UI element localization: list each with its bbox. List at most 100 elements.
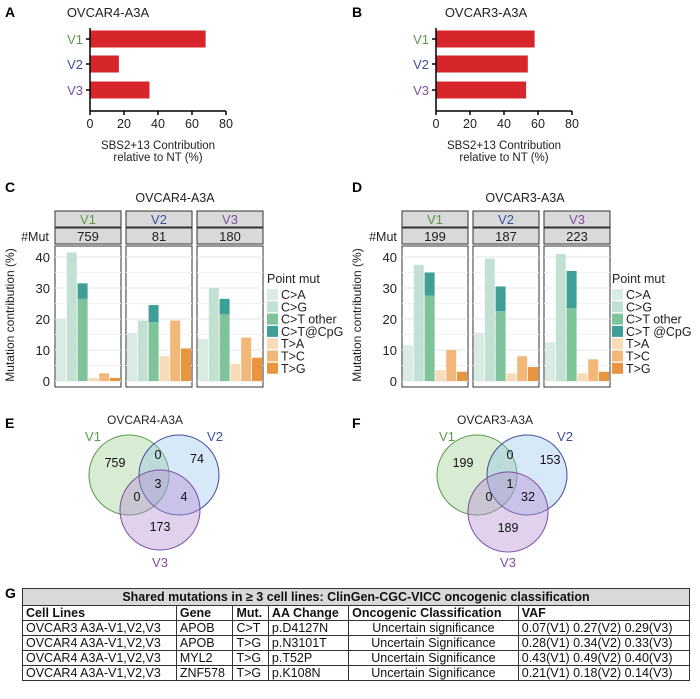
bar-t-g	[110, 377, 120, 381]
panel-label: F	[352, 415, 361, 431]
cell: T>G	[232, 635, 269, 651]
table-row: OVCAR4 A3A-V1,V2,V3 MYL2 T>G p.T52P Uncertai…	[22, 650, 691, 666]
mut-count: 223	[566, 229, 588, 244]
legend-swatch	[267, 362, 278, 374]
bar-c-a	[545, 342, 555, 381]
legend-swatch	[612, 289, 623, 300]
cell: C>T	[232, 620, 269, 636]
legend-label: C>T @CpG	[626, 325, 692, 339]
y-tick-label: 0	[43, 374, 50, 389]
venn-region-count: 153	[540, 453, 561, 467]
bar-c-t-cpg	[495, 286, 506, 312]
bar-t-a	[506, 373, 517, 381]
header-cell: Mut.	[232, 605, 269, 621]
venn-region-count: 74	[190, 452, 204, 466]
venn-region-count: 0	[155, 448, 162, 462]
venn-region-count: 3	[155, 477, 162, 491]
panel-label: D	[352, 179, 362, 195]
cell: OVCAR4 A3A-V1,V2,V3	[22, 635, 177, 651]
cell: 0.43(V1) 0.49(V2) 0.40(V3)	[517, 650, 691, 666]
legend-label: T>G	[281, 362, 306, 376]
bar-c-t-other	[148, 322, 159, 381]
table-caption: Shared mutations in ≥ 3 cell lines: Clin…	[22, 588, 690, 606]
x-tick-label: 80	[219, 117, 233, 131]
legend-swatch	[267, 350, 278, 362]
legend-label: T>G	[626, 362, 651, 376]
legend-title: Point mut	[612, 272, 665, 286]
cell: 0.21(V1) 0.18(V2) 0.14(V3)	[517, 665, 691, 681]
bar-v1	[436, 30, 535, 48]
bar-t-a	[435, 370, 446, 381]
y-tick-label: V1	[67, 32, 83, 47]
y-tick-label: V2	[413, 57, 429, 72]
mut-count-strip	[125, 227, 193, 245]
venn-region-count: 199	[453, 456, 474, 470]
bar-t-c	[517, 356, 528, 381]
panel-label: E	[5, 415, 14, 431]
panel-label: C	[5, 179, 15, 195]
venn-region-count: 1	[507, 477, 514, 491]
mut-count: 199	[424, 229, 446, 244]
bar-c-t-cpg	[424, 272, 435, 296]
venn-region-count: 4	[181, 490, 188, 504]
panel-label: B	[352, 4, 362, 20]
venn-circle-v3	[119, 469, 201, 551]
y-tick-label: V2	[67, 57, 83, 72]
bar-t-g	[599, 371, 609, 381]
bar-v1	[90, 30, 206, 48]
header-cell: Cell Lines	[22, 605, 177, 621]
cell: p.D4127N	[267, 620, 350, 636]
venn-circle-v2	[486, 434, 568, 516]
x-tick-label: 40	[151, 117, 165, 131]
venn-set-label: V1	[85, 429, 101, 444]
mut-count: 81	[152, 229, 166, 244]
bar-t-g	[457, 371, 467, 381]
facet-label: V2	[151, 212, 167, 227]
bar-v3	[436, 81, 527, 99]
header-cell: AA Change	[267, 605, 350, 621]
bar-t-g	[252, 357, 262, 381]
bar-c-a	[474, 332, 484, 381]
legend-title: Point mut	[267, 272, 320, 286]
facet-strip-v1	[401, 210, 469, 228]
legend-swatch	[267, 338, 278, 350]
facet-strip-v1	[54, 210, 122, 228]
legend-swatch	[267, 289, 278, 300]
count-label: #Mut	[21, 230, 49, 244]
venn-set-label: V3	[152, 555, 168, 570]
mut-count-strip	[543, 227, 611, 245]
bar-t-c	[446, 350, 457, 381]
cell: p.N3101T	[267, 635, 350, 651]
facet-label: V1	[80, 212, 96, 227]
bar-t-a	[159, 356, 170, 381]
facet-strip-v2	[125, 210, 193, 228]
x-tick-label: 40	[497, 117, 511, 131]
chart-title: OVCAR4-A3A	[107, 413, 183, 427]
legend-label: C>T other	[281, 313, 337, 327]
bar-c-g	[555, 253, 566, 381]
y-tick-label: 10	[36, 343, 50, 358]
y-tick-label: 0	[390, 374, 397, 389]
venn-set-label: V3	[500, 555, 516, 570]
bar-c-t-other	[219, 314, 230, 381]
x-tick-label: 0	[87, 117, 94, 131]
bar-c-g	[413, 264, 424, 381]
venn-region-count: 32	[521, 490, 535, 504]
y-tick-label: V1	[413, 32, 429, 47]
legend-label: C>G	[281, 300, 307, 314]
venn-region-count: 759	[105, 456, 126, 470]
x-axis-label: relative to NT (%)	[459, 152, 548, 164]
legend-label: C>G	[626, 300, 652, 314]
y-tick-label: 30	[383, 281, 397, 296]
y-axis-label: Mutation contribution (%)	[350, 248, 364, 381]
bar-t-c	[588, 359, 599, 381]
cell: Uncertain significance	[348, 620, 519, 636]
mut-count-strip	[196, 227, 264, 245]
legend-swatch	[267, 301, 278, 313]
cell: T>G	[232, 650, 269, 666]
legend-swatch	[612, 301, 623, 313]
chart-title: OVCAR3-A3A	[485, 191, 565, 205]
venn-set-label: V2	[207, 429, 223, 444]
cell: Uncertain Significance	[348, 635, 519, 651]
bar-c-t-cpg	[219, 298, 230, 315]
